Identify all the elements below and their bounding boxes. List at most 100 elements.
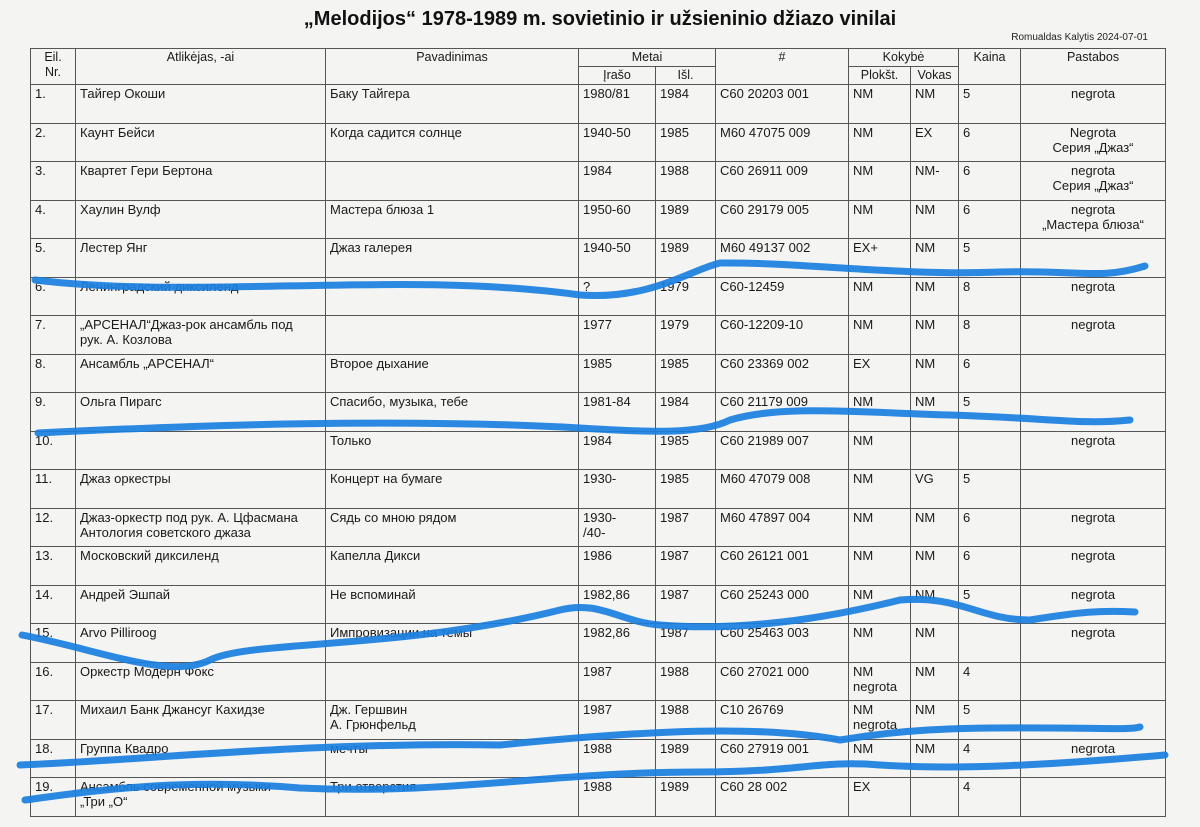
cell: 5	[958, 238, 1022, 278]
cell: Хаулин Вулф	[75, 199, 326, 239]
cell	[958, 430, 1022, 470]
cell: M60 47897 004	[715, 507, 850, 547]
table-row: 2. Каунт Бейси Когда садится солнце 1940-50…	[30, 122, 1167, 162]
cell: Импровизации на темы	[325, 623, 579, 663]
cell: 2.	[30, 122, 76, 162]
cell: C60 20203 001	[715, 84, 850, 124]
cell: NM	[848, 623, 912, 663]
cell: C60-12459	[715, 276, 850, 316]
cell: NM	[910, 507, 960, 547]
cell: 8.	[30, 353, 76, 393]
header-row: Eil. Nr. Atlikėjas, -ai Pavadinimas Metai # K…	[30, 48, 1167, 85]
cell: мечты	[325, 738, 579, 778]
cell: 7.	[30, 315, 76, 355]
cell: 1940-50	[578, 122, 656, 162]
column-header: Eil. Nr.	[30, 48, 76, 85]
cell: 5	[958, 469, 1022, 509]
cell: 5.	[30, 238, 76, 278]
cell: 1940-50	[578, 238, 656, 278]
cell: Сядь со мною рядом	[325, 507, 579, 547]
cell: 1984	[654, 84, 717, 124]
cell: NM	[910, 546, 960, 586]
cell: 10.	[30, 430, 76, 470]
cell: NM negrota	[848, 661, 912, 701]
cell	[1020, 661, 1167, 701]
cell: C60 23369 002	[715, 353, 850, 393]
cell	[910, 777, 960, 817]
table-row: 1. Тайгер Окоши Баку Тайгера 1980/81 1984 C60…	[30, 84, 1167, 124]
cell: 19.	[30, 777, 76, 817]
title: „Melodijos“ 1978-1989 m. sovietinio ir u…	[303, 8, 897, 30]
cell: Спасибо, музыка, тебе	[325, 392, 579, 432]
cell: 6.	[30, 276, 76, 316]
cell: Не вспоминай	[325, 584, 579, 624]
cell: 5	[958, 392, 1022, 432]
cell: NM	[910, 623, 960, 663]
cell: Ансамбль современной музыки „Три „О“	[75, 777, 326, 817]
cell: M60 47075 009	[715, 122, 850, 162]
table-row: 8. Ансамбль „АРСЕНАЛ“ Второе дыхание 1985 19…	[30, 353, 1167, 393]
cell: Оркестр Модерн Фокс	[75, 661, 326, 701]
cell: NM	[910, 700, 960, 740]
cell: 1950-60	[578, 199, 656, 239]
cell: 6	[958, 161, 1022, 201]
cell: EX	[848, 777, 912, 817]
cell: Московский диксиленд	[75, 546, 326, 586]
cell: 1984	[578, 161, 656, 201]
table-row: 11. Джаз оркестры Концерт на бумаге 1930- 19…	[30, 469, 1167, 509]
cell: NM	[848, 315, 912, 355]
column-header: Kaina	[958, 48, 1022, 85]
cell: NM	[848, 392, 912, 432]
cell: C60 28 002	[715, 777, 850, 817]
subcolumn-header: Įrašo	[578, 66, 656, 85]
cell: Arvo Pilliroog	[75, 623, 326, 663]
cell	[325, 161, 579, 201]
cell: 1985	[654, 430, 717, 470]
column-header: Kokybė	[848, 48, 960, 67]
cell: 1979	[654, 276, 717, 316]
column-header: Metai	[577, 48, 717, 67]
cell: M60 49137 002	[715, 238, 850, 278]
column-header: Pastabos	[1020, 48, 1167, 85]
cell: 1985	[578, 353, 656, 393]
cell: NM	[910, 661, 960, 701]
column-header: Pavadinimas	[325, 48, 579, 85]
table-row: 14. Андрей Эшпай Не вспоминай 1982,86 1987 C6…	[30, 584, 1167, 624]
cell: Negrota Серия „Джаз“	[1020, 122, 1167, 162]
cell: Лестер Янг	[75, 238, 326, 278]
cell: 15.	[30, 623, 76, 663]
cell	[1020, 700, 1167, 740]
cell	[75, 430, 326, 470]
table-row: 12. Джаз-оркестр под рук. А. Цфасмана Ант…	[30, 507, 1167, 547]
table-row: 18. Группа Квадро мечты 1988 1989 C60 27919 0…	[30, 738, 1167, 778]
cell: NM	[848, 199, 912, 239]
cell: 1984	[654, 392, 717, 432]
cell: 1979	[654, 315, 717, 355]
cell: 1985	[654, 122, 717, 162]
cell: 5	[958, 700, 1022, 740]
cell: ?	[578, 276, 656, 316]
cell: 5	[958, 584, 1022, 624]
cell: Михаил Банк Джансуг Кахидзе	[75, 700, 326, 740]
cell: NM	[910, 84, 960, 124]
cell: NM negrota	[848, 700, 912, 740]
cell	[325, 276, 579, 316]
cell	[1020, 353, 1167, 393]
cell: negrota	[1020, 276, 1167, 316]
cell: Джаз галерея	[325, 238, 579, 278]
cell	[1020, 777, 1167, 817]
cell: negrota	[1020, 315, 1167, 355]
author-date: Romualdas Kalytis 2024-07-01	[1011, 32, 1148, 43]
cell: negrota	[1020, 84, 1167, 124]
table-row: 17. Михаил Банк Джансуг Кахидзе Дж. Гершви…	[30, 700, 1167, 740]
cell: NM	[848, 584, 912, 624]
cell: Каунт Бейси	[75, 122, 326, 162]
cell: NM	[910, 584, 960, 624]
cell: C60 25463 003	[715, 623, 850, 663]
column-header: Atlikėjas, -ai	[75, 48, 326, 85]
cell: NM	[910, 392, 960, 432]
cell: 4	[958, 661, 1022, 701]
cell: 12.	[30, 507, 76, 547]
cell: C60 29179 005	[715, 199, 850, 239]
cell: 4.	[30, 199, 76, 239]
